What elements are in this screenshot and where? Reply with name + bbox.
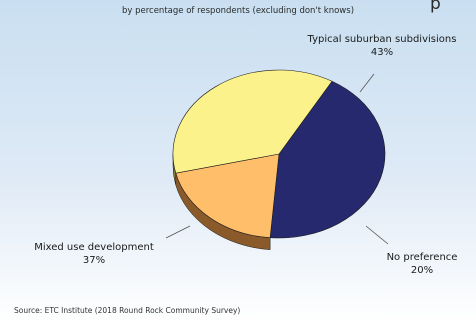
- leader-line-no-preference: [365, 225, 389, 245]
- chart-subtitle: by percentage of respondents (excluding …: [121, 6, 355, 16]
- leader-line-mixed-use: [165, 225, 191, 239]
- slice-label-suburban: Typical suburban subdivisions 43%: [302, 33, 462, 59]
- slice-label-suburban-name: Typical suburban subdivisions: [307, 34, 457, 45]
- pie-slice-no-preference: [175, 153, 280, 239]
- pie-slice-mixed-use-development: [172, 69, 333, 174]
- chart-title-partial: p: [430, 0, 441, 14]
- slice-label-mixed-use-name: Mixed use development: [34, 242, 154, 253]
- source-note: Source: ETC Institute (2018 Round Rock C…: [14, 306, 241, 315]
- slice-label-mixed-use: Mixed use development 37%: [14, 241, 174, 267]
- slice-label-no-preference: No preference 20%: [372, 251, 472, 277]
- slice-label-mixed-use-value: 37%: [82, 255, 106, 266]
- leader-line-suburban: [359, 73, 375, 93]
- pie-tops: [172, 69, 386, 239]
- slice-label-no-preference-value: 20%: [410, 265, 434, 276]
- slice-label-suburban-value: 43%: [370, 47, 394, 58]
- pie-slice-typical-suburban-subdivisions: [269, 80, 386, 239]
- slice-label-no-preference-name: No preference: [386, 252, 458, 263]
- pie-leaders: [165, 73, 389, 245]
